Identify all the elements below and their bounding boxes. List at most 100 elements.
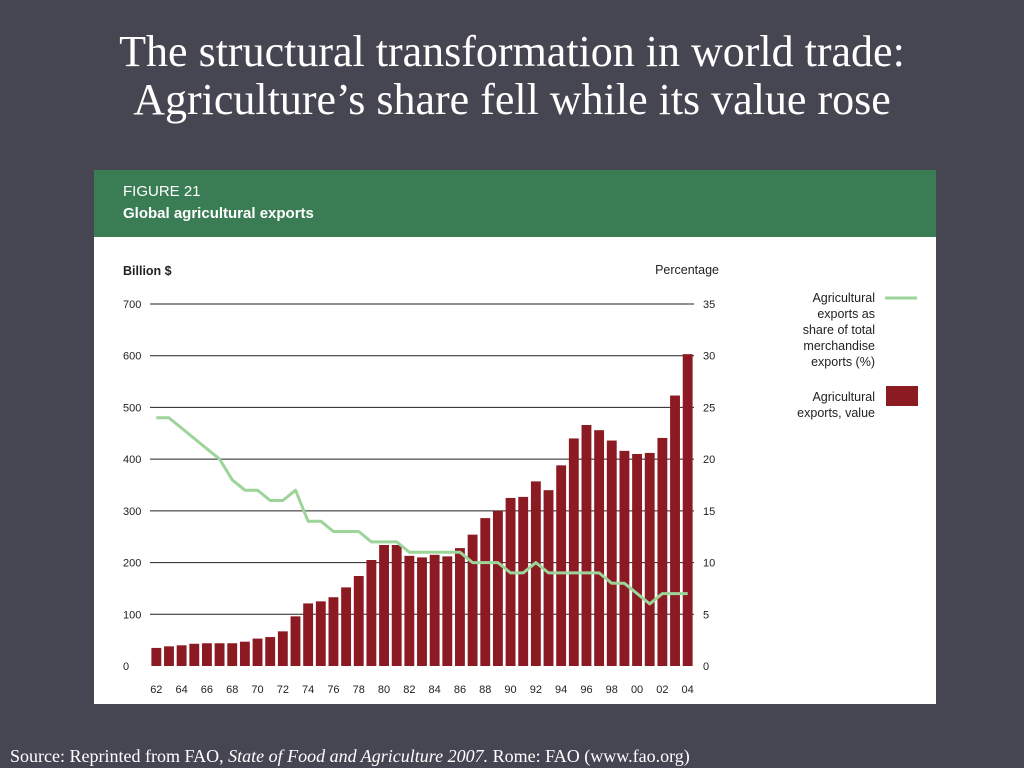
bar: [328, 597, 339, 666]
bar: [239, 641, 250, 666]
slide-title-line-2: Agriculture’s share fell while its value…: [133, 75, 891, 124]
legend-line-label: share of total: [803, 323, 875, 337]
bar: [353, 576, 364, 666]
right-tick-label: 25: [703, 402, 715, 414]
figure-header: FIGURE 21 Global agricultural exports: [94, 170, 936, 237]
bar: [315, 601, 326, 666]
bar: [530, 481, 541, 666]
bar: [480, 518, 491, 666]
bar: [594, 430, 605, 666]
bar: [492, 510, 503, 666]
right-tick-label: 30: [703, 351, 715, 363]
left-tick-label: 100: [123, 609, 141, 621]
bar: [442, 556, 453, 666]
left-tick-label: 700: [123, 299, 141, 311]
bar: [568, 438, 579, 666]
x-tick-label: 02: [656, 684, 668, 696]
figure-number: FIGURE 21: [123, 183, 201, 200]
bar: [176, 645, 187, 666]
x-tick-label: 86: [454, 684, 466, 696]
x-tick-label: 82: [403, 684, 415, 696]
x-tick-label: 80: [378, 684, 390, 696]
x-tick-label: 78: [353, 684, 365, 696]
share-line: [156, 416, 688, 606]
left-tick-label: 500: [123, 402, 141, 414]
x-tick-label: 96: [580, 684, 592, 696]
bar: [467, 534, 478, 666]
bar: [455, 548, 465, 666]
right-tick-label: 0: [703, 661, 709, 673]
bar: [391, 544, 402, 666]
bar: [277, 631, 288, 666]
x-tick-label: 88: [479, 684, 491, 696]
right-tick-label: 20: [703, 454, 715, 466]
x-tick-label: 62: [150, 684, 162, 696]
right-tick-label: 10: [703, 558, 715, 570]
x-tick-label: 98: [606, 684, 618, 696]
x-tick-label: 84: [429, 684, 441, 696]
x-tick-label: 90: [504, 684, 516, 696]
legend-line-label: exports (%): [811, 355, 875, 369]
bar: [581, 425, 592, 666]
bar: [214, 643, 225, 666]
legend-bar-swatch: [886, 386, 918, 406]
legend-line-label: exports as: [817, 307, 875, 321]
right-axis-title: Percentage: [655, 263, 719, 277]
right-tick-label: 5: [703, 609, 709, 621]
bar: [429, 554, 440, 666]
bar: [303, 603, 314, 666]
x-tick-label: 04: [682, 684, 694, 696]
x-tick-label: 94: [555, 684, 567, 696]
source-title: State of Food and Agriculture 2007.: [228, 746, 489, 766]
legend-line-label: merchandise: [803, 339, 875, 353]
left-axis-title: Billion $: [123, 264, 172, 278]
x-tick-label: 68: [226, 684, 238, 696]
source-citation: Source: Reprinted from FAO, State of Foo…: [10, 746, 690, 767]
bar: [518, 496, 529, 666]
bar: [201, 643, 212, 666]
left-tick-label: 400: [123, 454, 141, 466]
left-tick-label: 0: [123, 661, 129, 673]
bar: [619, 450, 630, 666]
figure-panel: FIGURE 21 Global agricultural exports Bi…: [94, 170, 936, 704]
x-tick-label: 72: [277, 684, 289, 696]
bar: [290, 616, 301, 666]
bar: [164, 646, 174, 666]
x-tick-label: 76: [327, 684, 339, 696]
figure-caption: Global agricultural exports: [123, 205, 314, 222]
slide-title: The structural transformation in world t…: [0, 28, 1024, 124]
x-tick-label: 64: [176, 684, 188, 696]
bar: [252, 638, 263, 666]
bar: [670, 395, 680, 666]
bar: [379, 544, 389, 666]
x-tick-label: 00: [631, 684, 643, 696]
source-suffix: Rome: FAO (www.fao.org): [488, 746, 690, 766]
bar: [682, 354, 693, 666]
left-tick-label: 300: [123, 506, 141, 518]
bar: [644, 452, 655, 666]
right-tick-label: 15: [703, 506, 715, 518]
legend-line-label: Agricultural: [812, 291, 875, 305]
bar: [341, 587, 352, 666]
bar: [265, 637, 276, 666]
bar: [151, 647, 162, 666]
x-tick-label: 66: [201, 684, 213, 696]
bar-line-chart: Billion $ Percentage010020030040050060070…: [123, 263, 918, 696]
bar: [606, 440, 617, 666]
bar: [657, 437, 668, 666]
x-tick-label: 74: [302, 684, 314, 696]
bar: [556, 465, 567, 666]
left-tick-label: 600: [123, 351, 141, 363]
bar: [543, 490, 554, 666]
bar: [417, 557, 427, 666]
bar: [189, 643, 200, 666]
slide-title-line-1: The structural transformation in world t…: [119, 27, 905, 76]
bar: [404, 555, 415, 666]
right-tick-label: 35: [703, 299, 715, 311]
left-tick-label: 200: [123, 558, 141, 570]
source-prefix: Source: Reprinted from FAO,: [10, 746, 229, 766]
bar: [505, 497, 516, 666]
x-tick-label: 92: [530, 684, 542, 696]
bar: [366, 559, 377, 666]
legend-bar-label: Agricultural: [812, 390, 875, 404]
